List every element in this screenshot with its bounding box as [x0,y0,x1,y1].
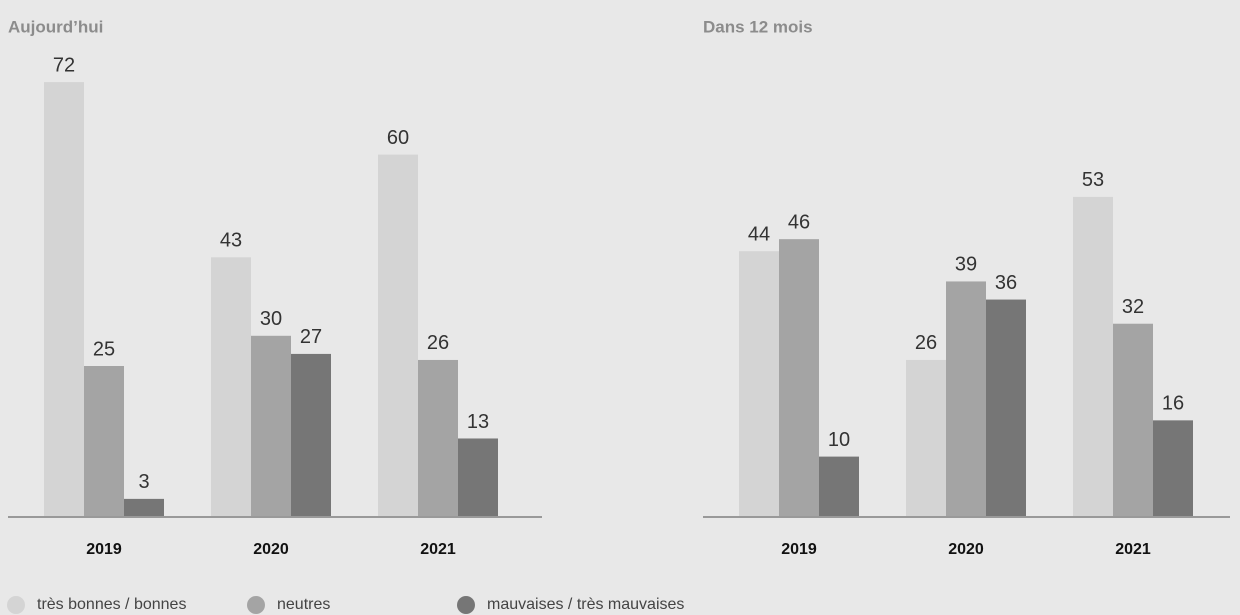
bar [1113,323,1153,517]
x-tick-label: 2020 [948,541,984,558]
x-tick-label: 2021 [420,541,456,558]
value-label: 46 [788,211,810,233]
bar [84,366,124,517]
value-label: 44 [748,224,770,246]
value-label: 43 [220,230,242,252]
legend-swatch [7,596,25,614]
bar [251,335,291,517]
value-label: 3 [138,471,149,493]
value-label: 13 [467,411,489,433]
bar [946,281,986,517]
chart-title: Aujourd’hui [8,17,103,36]
x-tick-label: 2019 [86,541,122,558]
value-label: 16 [1162,393,1184,415]
value-label: 32 [1122,296,1144,318]
bar [906,359,946,517]
legend-swatch [247,596,265,614]
bar [44,82,84,518]
bar [1073,196,1113,517]
value-label: 36 [995,272,1017,294]
chart-title: Dans 12 mois [703,17,813,36]
value-label: 60 [387,127,409,149]
value-label: 26 [427,332,449,354]
value-label: 72 [53,54,75,76]
legend-label: mauvaises / très mauvaises [487,596,684,613]
bar [124,498,164,517]
value-label: 39 [955,254,977,276]
legend-label: neutres [277,596,330,613]
x-tick-label: 2021 [1115,541,1151,558]
legend-swatch [457,596,475,614]
bar [458,438,498,517]
value-label: 53 [1082,169,1104,191]
value-label: 30 [260,308,282,330]
x-tick-label: 2019 [781,541,817,558]
value-label: 10 [828,429,850,451]
bar [779,239,819,517]
value-label: 25 [93,338,115,360]
x-tick-label: 2020 [253,541,289,558]
bar [819,456,859,517]
bar [378,154,418,517]
bar [739,251,779,518]
bar [211,257,251,517]
legend-label: très bonnes / bonnes [37,596,186,613]
bar [291,353,331,517]
bar [418,359,458,517]
bar [1153,420,1193,517]
value-label: 27 [300,326,322,348]
value-label: 26 [915,332,937,354]
bar [986,299,1026,517]
